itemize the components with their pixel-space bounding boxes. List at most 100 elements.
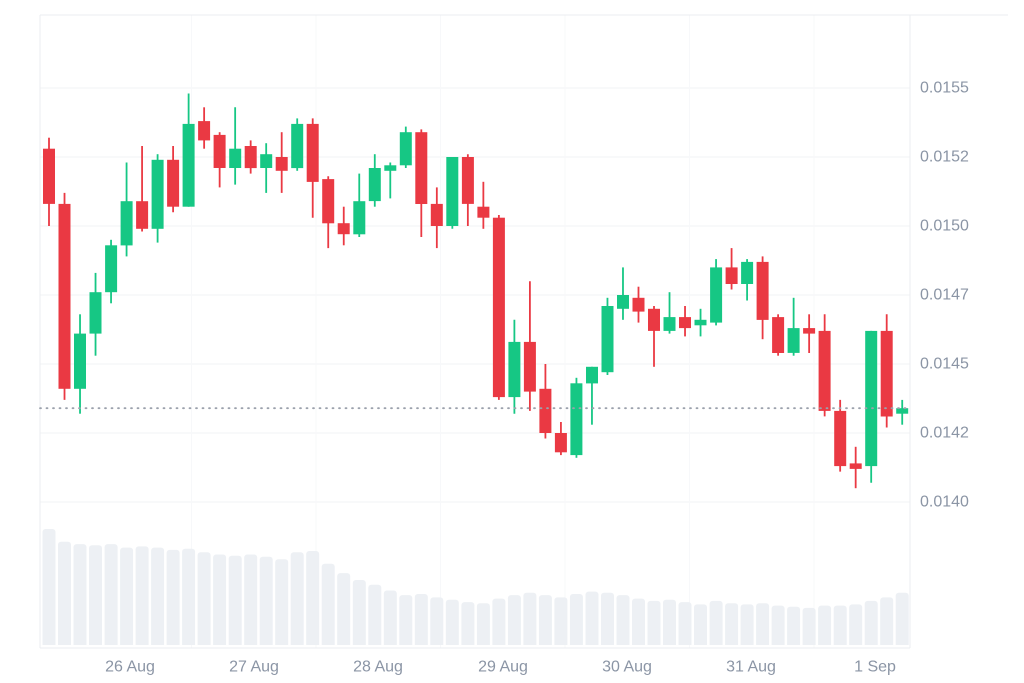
candle-down[interactable] [461,157,474,204]
volume-bar[interactable] [740,604,754,650]
candle-up[interactable] [865,330,878,467]
candle-down[interactable] [415,132,428,204]
volume-bar[interactable] [554,597,568,650]
candle-down[interactable] [772,317,785,353]
volume-bar[interactable] [569,594,583,650]
candle-up[interactable] [570,383,583,456]
volume-bar[interactable] [321,563,335,650]
volume-bar[interactable] [523,592,537,650]
candle-up[interactable] [384,165,397,171]
candle-down[interactable] [477,206,490,218]
volume-bar[interactable] [849,604,863,650]
volume-bars[interactable] [42,529,909,651]
candle-up[interactable] [741,261,754,284]
volume-bar[interactable] [244,554,258,651]
volume-bar[interactable] [864,600,878,650]
candle-down[interactable] [818,330,831,411]
volume-bar[interactable] [275,559,289,650]
volume-bar[interactable] [306,551,320,650]
volume-bar[interactable] [414,594,428,650]
volume-bar[interactable] [833,605,847,650]
candle-down[interactable] [198,121,211,141]
candle-up[interactable] [896,408,909,414]
candle-down[interactable] [849,463,862,469]
volume-bar[interactable] [228,555,242,650]
volume-bar[interactable] [104,544,118,650]
volume-bar[interactable] [151,547,165,650]
candle-up[interactable] [151,159,164,229]
candle-down[interactable] [167,159,180,207]
volume-bar[interactable] [445,599,459,650]
volume-bar[interactable] [663,599,676,650]
candle-down[interactable] [648,308,660,331]
volume-bar[interactable] [647,600,661,650]
candle-up[interactable] [617,295,629,309]
volume-bar[interactable] [182,548,196,650]
candle-up[interactable] [586,366,598,384]
candle-up[interactable] [663,317,676,331]
candle-down[interactable] [756,261,769,320]
candle-down[interactable] [337,223,350,235]
volume-bar[interactable] [166,549,180,650]
volume-bar[interactable] [616,595,630,650]
candle-up[interactable] [229,148,242,168]
volume-bar[interactable] [709,600,723,650]
candle-down[interactable] [679,317,691,329]
candle-up[interactable] [368,168,381,202]
candle-down[interactable] [725,267,738,284]
volume-bar[interactable] [585,591,599,650]
candle-up[interactable] [105,245,118,293]
volume-bar[interactable] [756,603,770,650]
candle-down[interactable] [523,341,536,392]
volume-bar[interactable] [818,605,832,650]
volume-bar[interactable] [290,552,304,650]
candle-up[interactable] [353,201,366,235]
volume-bar[interactable] [802,607,816,650]
volume-bar[interactable] [492,598,506,650]
candle-down[interactable] [58,203,71,389]
volume-bar[interactable] [58,541,71,650]
volume-bar[interactable] [430,597,444,650]
candle-down[interactable] [213,134,226,168]
volume-bar[interactable] [383,590,397,651]
candle-down[interactable] [492,217,505,398]
volume-bar[interactable] [89,545,102,650]
candle-up[interactable] [182,123,195,207]
volume-bar[interactable] [476,603,490,650]
candle-up[interactable] [120,201,133,246]
volume-bar[interactable] [368,584,382,650]
candle-down[interactable] [430,203,443,226]
candles[interactable] [43,93,909,489]
candle-down[interactable] [43,148,55,204]
volume-bar[interactable] [337,573,351,650]
candle-down[interactable] [136,201,149,229]
candle-down[interactable] [322,179,335,224]
candle-up[interactable] [399,132,412,166]
candle-up[interactable] [787,328,800,353]
candle-down[interactable] [880,330,893,417]
candle-down[interactable] [834,410,847,467]
volume-bar[interactable] [352,580,366,650]
volume-bar[interactable] [461,602,475,650]
candle-down[interactable] [803,328,816,334]
candle-up[interactable] [291,123,304,169]
volume-bar[interactable] [42,529,56,650]
volume-bar[interactable] [694,604,707,650]
candle-down[interactable] [275,157,288,171]
candle-up[interactable] [74,333,86,389]
volume-bar[interactable] [771,605,785,650]
volume-bar[interactable] [135,546,149,650]
candle-up[interactable] [601,306,614,373]
candle-down[interactable] [554,433,567,453]
volume-bar[interactable] [399,595,413,650]
volume-bar[interactable] [259,556,273,650]
volume-bar[interactable] [895,592,909,650]
candle-down[interactable] [539,388,552,433]
volume-bar[interactable] [197,552,211,650]
volume-bar[interactable] [880,597,894,650]
volume-bar[interactable] [601,592,614,650]
volume-bar[interactable] [507,595,521,650]
volume-bar[interactable] [678,602,692,650]
volume-bar[interactable] [632,598,645,650]
